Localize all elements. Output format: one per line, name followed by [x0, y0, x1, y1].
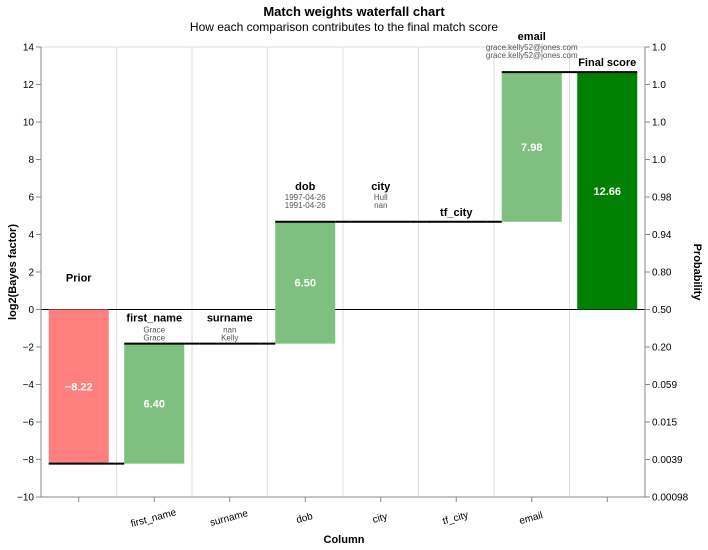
comparison-value-1: nan	[223, 326, 236, 335]
comparison-value-1: 1997-04-26	[285, 193, 326, 202]
y-tick-label: 10	[23, 118, 35, 129]
y-tick-label: 14	[23, 43, 35, 54]
y2-tick-label: 0.20	[652, 343, 672, 354]
y-tick-label: 12	[23, 80, 35, 91]
y2-tick-label: 0.98	[652, 193, 672, 204]
y2-tick-label: 0.50	[652, 305, 672, 316]
bars-layer: −8.22Prior6.40first_nameGraceGracesurnam…	[48, 31, 638, 465]
y2-tick-label: 0.00098	[652, 493, 689, 504]
y-tick-label: −10	[17, 493, 34, 504]
x-tick-label: city	[371, 511, 388, 526]
chart-title: Match weights waterfall chart	[263, 4, 445, 19]
column-label: Final score	[578, 57, 636, 69]
chart-subtitle: How each comparison contributes to the f…	[190, 20, 498, 34]
y-tick-label: 8	[28, 155, 34, 166]
y-tick-label: 4	[28, 230, 34, 241]
bar-value-label: 12.66	[593, 186, 621, 198]
column-label: city	[371, 181, 391, 193]
y-tick-label: −8	[23, 455, 35, 466]
bar-dob	[275, 221, 336, 344]
column-label: dob	[295, 181, 315, 193]
y-tick-label: −6	[23, 418, 35, 429]
x-tick-label: surname	[209, 508, 250, 529]
x-tick-label: email	[518, 510, 544, 527]
column-label: tf_city	[440, 207, 473, 219]
bar-value-label: 6.40	[144, 399, 165, 411]
y2-tick-label: 0.015	[652, 418, 677, 429]
y2-tick-label: 1.0	[652, 80, 666, 91]
comparison-value-2: nan	[374, 201, 387, 210]
x-tick-label: first_name	[130, 507, 178, 530]
y2-tick-label: 1.0	[652, 43, 666, 54]
comparison-value-2: grace.kelly52@jones.com	[486, 51, 578, 60]
bar-first-name	[124, 343, 185, 464]
bar-value-label: 6.50	[295, 278, 316, 290]
x-axis-title: Column	[324, 534, 365, 546]
y2-tick-label: 0.0039	[652, 455, 683, 466]
y-tick-label: 6	[28, 193, 34, 204]
y-tick-label: 2	[28, 268, 34, 279]
comparison-value-1: Grace	[143, 326, 165, 335]
bar-final-score	[577, 72, 638, 310]
y2-tick-label: 0.94	[652, 230, 672, 241]
comparison-value-2: 1991-04-26	[285, 201, 326, 210]
bar-prior	[48, 309, 109, 464]
y-tick-label: −4	[23, 380, 35, 391]
column-label: Prior	[66, 272, 92, 284]
y2-tick-label: 1.0	[652, 155, 666, 166]
column-label: email	[518, 31, 546, 43]
y-tick-label: −2	[23, 343, 35, 354]
x-tick-label: dob	[295, 511, 314, 526]
comparison-value-1: Hull	[374, 193, 388, 202]
bar-value-label: −8.22	[65, 382, 93, 394]
y2-tick-label: 0.059	[652, 380, 677, 391]
y2-tick-label: 1.0	[652, 118, 666, 129]
comparison-value-1: grace.kelly52@jones.com	[486, 43, 578, 52]
comparison-value-2: Grace	[143, 334, 165, 343]
bar-email	[501, 72, 562, 222]
comparison-value-2: Kelly	[221, 334, 238, 343]
y2-tick-label: 0.80	[652, 268, 672, 279]
column-label: surname	[207, 313, 253, 325]
y-tick-label: 0	[28, 305, 34, 316]
x-tick-label: tf_city	[442, 510, 470, 527]
column-label: first_name	[126, 313, 182, 325]
bar-value-label: 7.98	[521, 142, 542, 154]
y2-axis-title: Probability	[691, 244, 703, 302]
y-axis-title: log2(Bayes factor)	[7, 224, 19, 320]
